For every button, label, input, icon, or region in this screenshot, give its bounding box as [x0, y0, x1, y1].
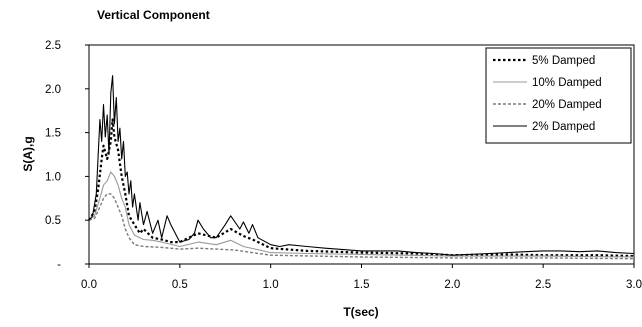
y-tick-label: 2.0 [45, 84, 61, 96]
x-tick-label: 1.0 [263, 279, 279, 291]
legend-box [485, 47, 632, 144]
chart-title: Vertical Component [97, 8, 210, 22]
y-tick-label: 2.5 [45, 40, 61, 52]
x-tick-label: 0.5 [172, 279, 188, 291]
x-tick-label: 3.0 [626, 279, 642, 291]
legend-label-3: 20% Damped [532, 99, 602, 111]
y-tick-label: - [57, 259, 61, 271]
y-axis-label: S(A),g [21, 136, 35, 171]
y-tick-label: 1.0 [45, 171, 61, 183]
y-tick-label: 0.5 [45, 215, 61, 227]
legend-label-2: 10% Damped [532, 77, 602, 89]
legend-label-4: 2% Damped [532, 121, 595, 133]
series-line-3 [88, 193, 635, 260]
x-tick-label: 2.0 [444, 279, 460, 291]
series-line-1 [88, 118, 635, 258]
x-tick-labels: 0.0 0.5 1.0 1.5 2.0 2.5 3.0 [81, 279, 642, 291]
legend-label-1: 5% Damped [532, 55, 595, 67]
series-line-2 [88, 171, 635, 258]
tick-marks [85, 44, 635, 268]
y-tick-labels: - 0.5 1.0 1.5 2.0 2.5 [45, 40, 61, 271]
y-tick-label: 1.5 [45, 128, 61, 140]
x-tick-label: 0.0 [81, 279, 97, 291]
x-tick-label: 2.5 [535, 279, 551, 291]
series-lines [88, 75, 635, 260]
x-tick-label: 1.5 [354, 279, 370, 291]
legend: 5% Damped 10% Damped 20% Damped 2% Damped [485, 47, 632, 144]
series-line-4 [88, 75, 635, 256]
x-axis-label: T(sec) [343, 305, 378, 319]
